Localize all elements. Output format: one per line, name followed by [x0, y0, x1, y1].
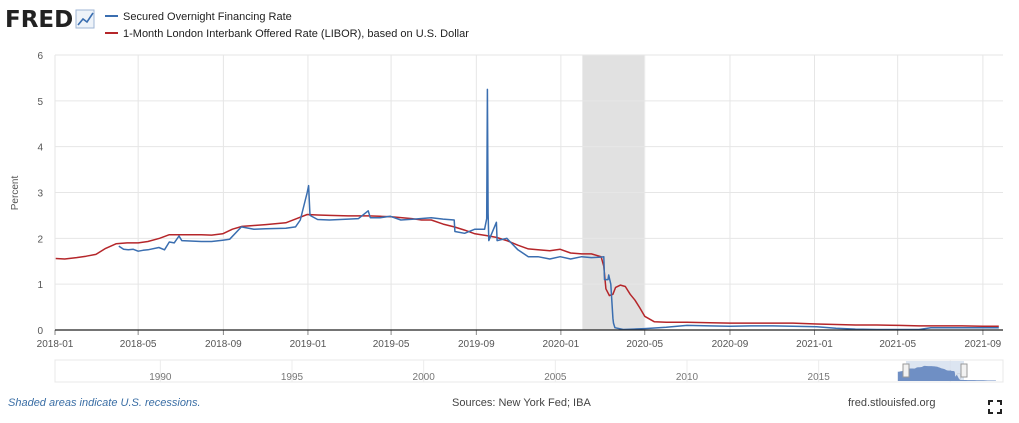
y-tick-label: 0 — [37, 326, 43, 337]
recession-note: Shaded areas indicate U.S. recessions. — [8, 397, 201, 409]
range-navigator[interactable]: 1990199520002005201020152020 — [54, 359, 1004, 383]
y-tick-label: 5 — [37, 97, 43, 108]
navigator-tick-label: 2010 — [676, 372, 699, 383]
y-tick-label: 4 — [37, 143, 43, 154]
site-link[interactable]: fred.stlouisfed.org — [848, 397, 936, 409]
legend: Secured Overnight Financing Rate 1-Month… — [105, 11, 469, 40]
fred-chart-icon — [75, 9, 95, 29]
sofr-series-line[interactable] — [118, 88, 999, 331]
navigator-tick-label: 1990 — [149, 372, 172, 383]
x-tick-label: 2020-09 — [712, 339, 749, 350]
y-axis-label: Percent — [10, 176, 21, 211]
legend-label-libor[interactable]: 1-Month London Interbank Offered Rate (L… — [123, 28, 469, 40]
y-tick-label: 1 — [37, 280, 43, 291]
y-tick-label: 6 — [37, 51, 43, 62]
x-tick-label: 2020-05 — [626, 339, 663, 350]
fred-logo[interactable]: FRED — [5, 7, 95, 33]
x-tick-label: 2018-05 — [120, 339, 157, 350]
navigator-track — [54, 359, 1004, 383]
legend-label-sofr[interactable]: Secured Overnight Financing Rate — [123, 11, 292, 23]
x-tick-label: 2020-01 — [543, 339, 580, 350]
sources-text: Sources: New York Fed; IBA — [452, 397, 591, 409]
series-lines — [55, 88, 999, 331]
x-tick-label: 2019-09 — [458, 339, 495, 350]
fred-logo-text: FRED — [5, 7, 73, 33]
x-tick-label: 2019-05 — [373, 339, 410, 350]
y-tick-label: 2 — [37, 234, 43, 245]
x-tick-label: 2021-09 — [965, 339, 1002, 350]
x-tick-label: 2018-01 — [37, 339, 74, 350]
libor-series-line[interactable] — [55, 213, 999, 328]
y-tick-label: 3 — [37, 189, 43, 200]
navigator-tick-label: 2015 — [808, 372, 831, 383]
fullscreen-expand-icon[interactable] — [988, 400, 1002, 414]
axes: 0 1 2 3 4 5 6 2018-01 2018-05 2018-09 2019-01 2019-… — [37, 51, 1003, 350]
navigator-tick-label: 1995 — [281, 372, 304, 383]
navigator-tick-label: 2000 — [413, 372, 436, 383]
navigator-handle-right[interactable] — [960, 363, 968, 378]
navigator-handle-left[interactable] — [902, 363, 910, 378]
x-tick-label: 2018-09 — [205, 339, 242, 350]
navigator-series-area — [897, 365, 996, 381]
navigator-tick-label: 2005 — [544, 372, 567, 383]
grid-lines — [54, 54, 1003, 331]
x-tick-label: 2021-05 — [879, 339, 916, 350]
x-tick-label: 2019-01 — [290, 339, 327, 350]
x-tick-label: 2021-01 — [796, 339, 833, 350]
